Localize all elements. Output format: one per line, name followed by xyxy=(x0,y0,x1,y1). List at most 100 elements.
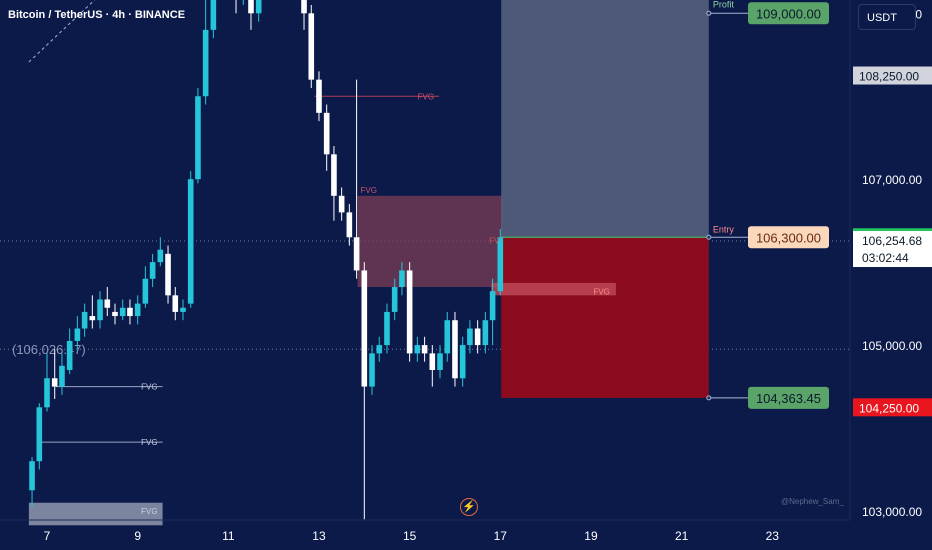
candle-body xyxy=(482,320,489,346)
fvg-label: FVG xyxy=(141,383,157,392)
entry-price-label: 106,300.00 xyxy=(756,230,821,245)
countdown-timer: 03:02:44 xyxy=(862,251,909,265)
candle-body xyxy=(308,13,315,80)
candle-body xyxy=(255,0,262,14)
candle-body xyxy=(467,328,473,346)
last-price-badge: 106,254.68 xyxy=(862,234,922,248)
candle-body xyxy=(361,270,368,387)
candle-body xyxy=(66,340,73,370)
price-badge: 104,250.00 xyxy=(859,401,919,415)
stop-loss-zone xyxy=(501,237,709,398)
candle-body xyxy=(142,278,149,304)
fvg-label: FVG xyxy=(141,438,157,447)
x-tick-label: 21 xyxy=(675,529,689,543)
candle-body xyxy=(316,79,322,113)
x-tick-label: 7 xyxy=(44,529,51,543)
candle-body xyxy=(331,154,337,196)
candle-body xyxy=(127,307,133,317)
price-badge-bg xyxy=(853,66,932,85)
candle-body xyxy=(172,295,179,312)
candle-body xyxy=(353,237,360,271)
candle-body xyxy=(376,345,383,354)
candle-body xyxy=(301,0,307,14)
fvg-zone xyxy=(357,195,503,288)
candle-body xyxy=(406,270,413,354)
y-tick-label: 105,000.00 xyxy=(862,339,922,353)
candle-body xyxy=(346,212,353,238)
candle-body xyxy=(391,287,398,312)
stop-loss-label: 104,363.45 xyxy=(756,391,821,406)
fvg-tag: FV xyxy=(489,236,500,245)
fvg-label: FVG xyxy=(141,507,157,516)
candle-body xyxy=(369,353,375,387)
candle-body xyxy=(44,378,50,408)
profit-target-label-bg xyxy=(748,2,829,25)
symbol-title: Bitcoin / TetherUS · 4h · BINANCE xyxy=(8,9,186,21)
profit-zone xyxy=(501,0,709,238)
x-tick-label: 9 xyxy=(134,529,141,543)
candle-body xyxy=(104,299,111,308)
fvg-label: FVG xyxy=(361,186,377,195)
candle-body xyxy=(97,299,103,321)
position-handle xyxy=(706,395,712,401)
candle-body xyxy=(338,195,345,213)
position-handle xyxy=(706,10,712,16)
fvg-label: FVG xyxy=(593,287,609,296)
profit-tag: Profit xyxy=(713,0,735,9)
lightning-bolt-icon[interactable]: ⚡ xyxy=(460,498,478,516)
candle-body xyxy=(459,345,466,379)
price-badge: 108,250.00 xyxy=(859,70,919,84)
candle-body xyxy=(81,311,88,329)
candle-body xyxy=(210,0,217,30)
candle-body xyxy=(134,303,141,317)
author-watermark: @Nephew_Sam_ xyxy=(781,497,844,506)
candle-body xyxy=(248,0,254,14)
candle-body xyxy=(119,307,126,317)
x-tick-label: 15 xyxy=(403,529,417,543)
x-tick-label: 19 xyxy=(584,529,598,543)
candle-body xyxy=(59,365,65,387)
stop-loss-label-bg xyxy=(748,386,829,409)
candle-body xyxy=(414,345,421,354)
candle-body xyxy=(180,307,186,312)
candle-body xyxy=(36,407,43,462)
price-badge-bg xyxy=(853,398,932,417)
y-tick-label: 103,000.00 xyxy=(862,505,922,519)
candle-body xyxy=(202,29,209,97)
candle-body xyxy=(384,311,390,346)
candle-body xyxy=(421,345,428,354)
candle-body xyxy=(29,461,35,491)
candle-body xyxy=(399,270,405,288)
entry-price-label-bg xyxy=(748,226,829,249)
candle-body xyxy=(112,311,118,317)
candle-body xyxy=(323,112,330,155)
candle-body xyxy=(89,316,96,321)
fvg-zone xyxy=(491,282,616,296)
candle-body xyxy=(51,378,58,387)
candle-body xyxy=(195,96,201,180)
candle-body xyxy=(429,353,436,370)
candle-body xyxy=(149,262,156,279)
candle-body xyxy=(165,253,171,296)
fvg-label: FVG xyxy=(418,92,434,101)
x-tick-label: 23 xyxy=(766,529,780,543)
candle-body xyxy=(444,320,451,354)
profit-target-label: 109,000.00 xyxy=(756,6,821,21)
price-label: (106,026.47) xyxy=(12,342,86,357)
candle-body xyxy=(474,328,481,346)
position-handle xyxy=(706,234,712,240)
candle-body xyxy=(187,179,194,304)
last-price-badge-bg xyxy=(853,231,932,268)
candle-body xyxy=(452,320,458,379)
entry-tag: Entry xyxy=(713,224,735,234)
candle-body xyxy=(497,237,504,292)
candle-body xyxy=(489,291,496,321)
currency-button[interactable]: USDT xyxy=(858,4,916,30)
candle-body xyxy=(74,328,81,341)
x-tick-label: 13 xyxy=(312,529,326,543)
candle-body xyxy=(157,249,164,263)
candle-body xyxy=(437,353,443,370)
y-tick-label: 107,000.00 xyxy=(862,173,922,187)
x-tick-label: 17 xyxy=(494,529,508,543)
